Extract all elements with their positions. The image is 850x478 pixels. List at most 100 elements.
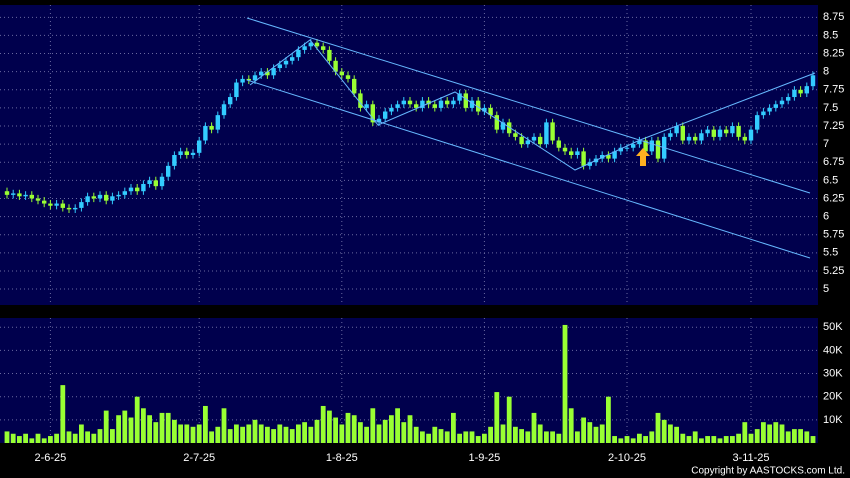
volume-bar <box>333 417 338 443</box>
candle-body <box>649 140 654 152</box>
candle-body <box>221 104 227 116</box>
volume-bar <box>804 431 810 443</box>
marks <box>4 39 816 443</box>
candle-body <box>240 78 245 83</box>
volume-bar <box>54 433 59 443</box>
volume-bar <box>767 424 772 443</box>
candle-body <box>556 140 561 148</box>
candle-body <box>141 183 146 192</box>
candle-body <box>531 136 537 141</box>
candle-body <box>407 100 413 105</box>
volume-bar <box>153 422 159 443</box>
candle-body <box>755 115 760 130</box>
y-tick-label: 7.75 <box>823 84 844 96</box>
candle-body <box>674 126 679 134</box>
volume-bar <box>692 431 698 443</box>
volume-bar <box>91 433 97 443</box>
candle-body <box>172 155 177 166</box>
volume-bar <box>661 419 667 443</box>
candle-body <box>786 97 791 101</box>
y-tick-label: 7 <box>823 138 829 150</box>
candle-body <box>135 187 140 192</box>
volume-bar <box>420 431 425 443</box>
volume-bar <box>792 429 797 443</box>
volume-bar <box>544 431 549 443</box>
volume-bar <box>649 431 655 443</box>
volume-bar <box>134 396 140 443</box>
y-tick-label: 5.75 <box>823 229 844 241</box>
volume-bar <box>779 424 785 443</box>
volume-bar <box>432 426 438 443</box>
candle-body <box>85 196 90 203</box>
candle-body <box>693 136 698 141</box>
volume-bar <box>407 415 413 443</box>
volume-bar <box>358 422 363 443</box>
volume-bar <box>451 412 456 443</box>
candle-body <box>383 111 388 119</box>
candle-body <box>228 97 233 105</box>
candle-body <box>457 93 462 101</box>
candle-body <box>376 118 382 123</box>
candle-body <box>209 126 214 130</box>
candle-body <box>519 136 524 145</box>
candle-body <box>432 104 437 108</box>
candle-body <box>655 140 661 159</box>
y-tick-label: 5 <box>823 283 829 295</box>
volume-bar <box>314 419 320 443</box>
volume-bar <box>351 415 357 443</box>
candle-body <box>197 140 202 153</box>
grid <box>0 5 818 443</box>
volume-bar <box>630 438 636 443</box>
candle-body <box>748 129 754 141</box>
volume-bar <box>35 433 41 443</box>
candle-body <box>116 194 121 197</box>
candle-body <box>283 60 289 65</box>
volume-bar <box>624 436 630 443</box>
volume-bar <box>72 433 78 443</box>
candle-body <box>445 100 450 105</box>
volume-bar <box>320 405 326 443</box>
volume-bar <box>48 436 53 443</box>
x-tick-label: 3-11-25 <box>732 452 769 464</box>
candle-body <box>73 207 78 210</box>
volume-bar <box>730 436 735 443</box>
candle-body <box>327 49 332 61</box>
candle-body <box>166 165 171 177</box>
candle-body <box>804 86 809 94</box>
candle-body <box>333 60 338 72</box>
volume-bar <box>593 426 599 443</box>
y-tick-label: 7.5 <box>823 102 838 114</box>
y-tick-label: 7.25 <box>823 120 844 132</box>
y-tick-label: 5.5 <box>823 247 838 259</box>
candle-body <box>742 136 747 141</box>
volume-bar <box>376 424 382 443</box>
volume-bar <box>215 426 221 443</box>
volume-bar <box>413 426 419 443</box>
candle-body <box>302 46 307 50</box>
candle-body <box>761 111 766 116</box>
volume-bar <box>364 426 369 443</box>
candle-body <box>54 203 59 206</box>
volume-bar <box>66 431 72 443</box>
candle-body <box>426 100 431 105</box>
volume-bar <box>370 408 376 443</box>
volume-bar <box>85 431 90 443</box>
candle-body <box>314 42 320 47</box>
candle-body <box>4 191 10 195</box>
y-tick-label: 8 <box>823 66 829 78</box>
candle-body <box>631 144 636 148</box>
candle-body <box>575 151 580 155</box>
volume-bar <box>457 433 462 443</box>
candle-body <box>29 194 34 199</box>
volume-bar <box>643 436 648 443</box>
volume-bar <box>525 431 531 443</box>
x-tick-label: 1-9-25 <box>469 452 501 464</box>
volume-bar <box>748 433 754 443</box>
candle-body <box>79 202 84 208</box>
candle-body <box>128 187 134 192</box>
volume-bar <box>29 438 35 443</box>
y-tick-label: 6.5 <box>823 174 838 186</box>
volume-bar <box>711 436 717 443</box>
volume-bar <box>79 424 84 443</box>
